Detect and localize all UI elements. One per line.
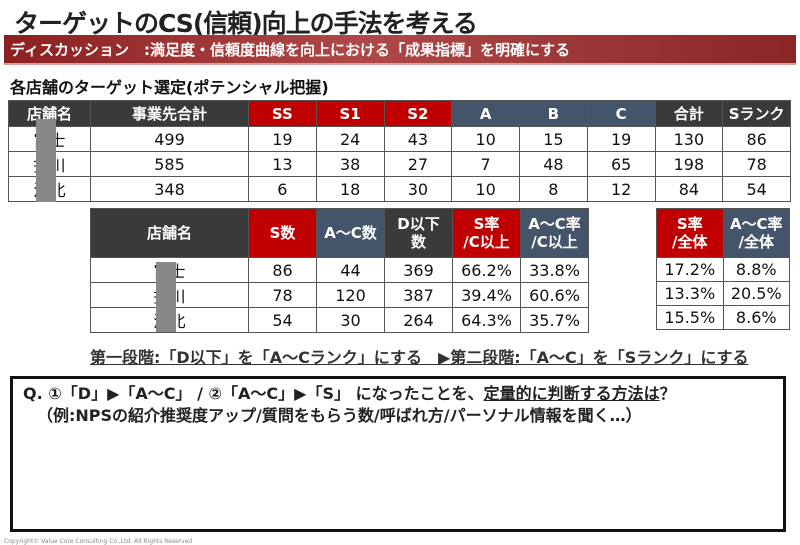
table-cell: 33.8%: [520, 257, 589, 283]
table-row: 17.2% 8.8%: [656, 257, 790, 282]
header-cell: 店舗名: [90, 208, 249, 258]
discussion-banner: ディスカッション :満足度・信頼度曲線を向上における「成果指標」を明確にする: [4, 35, 796, 65]
table-cell: 15.5%: [656, 305, 724, 330]
table-cell: 84: [654, 176, 724, 202]
table-cell: 17.2%: [656, 257, 724, 282]
overall-rate-table: S率/全体 A～C率/全体 17.2% 8.8% 13.3% 20.5% 15.5% 8.…: [656, 208, 790, 330]
table-cell: 499: [90, 126, 249, 152]
header-cell: D以下数: [384, 208, 453, 258]
header-cell: A～C率/全体: [722, 208, 790, 258]
table-row: 掛川5851338277486519878: [8, 151, 791, 177]
table-cell: 54: [722, 176, 791, 202]
table-cell: 60.6%: [520, 282, 589, 308]
table-cell: 66.2%: [452, 257, 521, 283]
header-cell: B: [519, 100, 588, 127]
table-cell: 48: [519, 151, 588, 177]
header-cell: S数: [248, 208, 317, 258]
table-row: 富士49919244310151913086: [8, 126, 791, 152]
target-table: 店舗名 事業先合計 SS S1 S2 A B C 合計 Sランク 富士49919…: [8, 100, 791, 202]
table-cell: 13.3%: [656, 281, 724, 306]
table-cell: 30: [316, 307, 385, 333]
stage-description: 第一段階:「D以下」を「A～Cランク」にする ▶第二段階:「A～C」を「Sランク…: [90, 348, 749, 367]
table-cell: 120: [316, 282, 385, 308]
header-cell: A～C率/C以上: [520, 208, 589, 258]
table-cell: 10: [451, 126, 520, 152]
table-cell: 64.3%: [452, 307, 521, 333]
table-cell: 12: [586, 176, 656, 202]
table-cell: 30: [383, 176, 453, 202]
table-cell: 8: [519, 176, 588, 202]
header-cell: S率/全体: [656, 208, 724, 258]
header-cell: A～C数: [316, 208, 385, 258]
header-cell: 店舗名: [8, 100, 91, 127]
question-box: Q. ①「D」▶「A～C」 / ②「A～C」▶「S」 になったことを、定量的に判…: [10, 376, 786, 532]
header-cell: 事業先合計: [90, 100, 249, 127]
table-cell: 43: [383, 126, 453, 152]
section-subtitle: 各店舗のターゲット選定(ポテンシャル把握): [10, 78, 329, 97]
table-cell: 86: [722, 126, 791, 152]
table-cell: 27: [383, 151, 453, 177]
table-cell: 198: [654, 151, 724, 177]
table-cell: 585: [90, 151, 249, 177]
table-cell: 44: [316, 257, 385, 283]
header-cell: S率/C以上: [452, 208, 521, 258]
question-line-1: Q. ①「D」▶「A～C」 / ②「A～C」▶「S」 になったことを、定量的に判…: [23, 384, 676, 403]
header-cell: S2: [383, 100, 453, 127]
table-cell: 387: [384, 282, 453, 308]
header-cell: 合計: [654, 100, 724, 127]
table-cell: 264: [384, 307, 453, 333]
table-cell: 78: [248, 282, 317, 308]
table-row: 浜北543026464.3%35.7%: [90, 307, 589, 333]
table-cell: 18: [315, 176, 385, 202]
header-cell: A: [451, 100, 520, 127]
header-cell: Sランク: [722, 100, 791, 127]
table-cell: 10: [451, 176, 520, 202]
table-cell: 54: [248, 307, 317, 333]
table-cell: 19: [586, 126, 656, 152]
table-cell: 13: [248, 151, 317, 177]
table-cell: 35.7%: [520, 307, 589, 333]
header-cell: C: [586, 100, 656, 127]
redaction-box: [36, 119, 56, 202]
header-cell: SS: [248, 100, 317, 127]
table-cell: 8.8%: [722, 257, 790, 282]
redaction-box: [156, 262, 176, 332]
question-line-2: （例:NPSの紹介推奨度アップ/質問をもらう数/呼ばれ方/パーソナル情報を聞く……: [37, 406, 642, 425]
header-cell: S1: [315, 100, 385, 127]
table-cell: 8.6%: [722, 305, 790, 330]
table-row: 15.5% 8.6%: [656, 305, 790, 330]
table-cell: 369: [384, 257, 453, 283]
table-row: 浜北34861830108128454: [8, 176, 791, 202]
table-cell: 7: [451, 151, 520, 177]
table-row: 13.3% 20.5%: [656, 281, 790, 306]
table-cell: 15: [519, 126, 588, 152]
table-cell: 19: [248, 126, 317, 152]
table-cell: 38: [315, 151, 385, 177]
table-cell: 39.4%: [452, 282, 521, 308]
table-cell: 6: [248, 176, 317, 202]
table-cell: 348: [90, 176, 249, 202]
table-cell: 78: [722, 151, 791, 177]
page-title: ターゲットのCS(信頼)向上の手法を考える: [14, 9, 478, 38]
table-cell: 24: [315, 126, 385, 152]
table-cell: 86: [248, 257, 317, 283]
table-cell: 20.5%: [722, 281, 790, 306]
table-cell: 130: [654, 126, 724, 152]
copyright: Copyright© Value Core Consulting Co.,Ltd…: [4, 538, 193, 545]
table-cell: 65: [586, 151, 656, 177]
